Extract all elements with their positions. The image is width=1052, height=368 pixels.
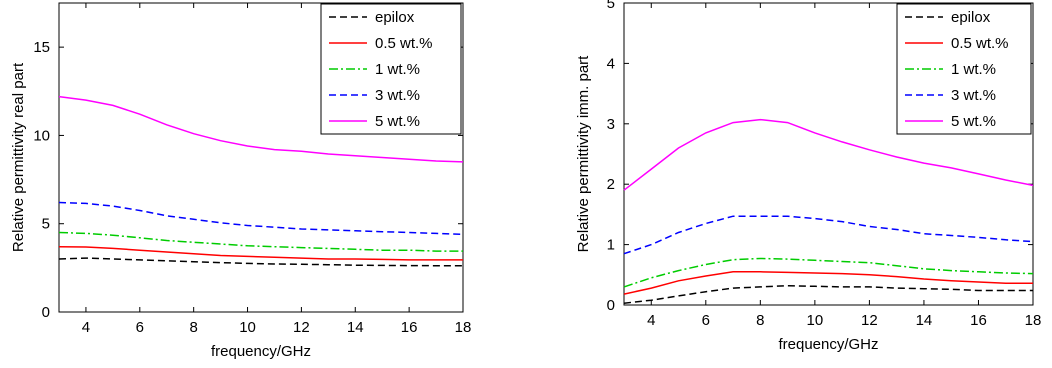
chart-1-y-tick-label: 2 <box>607 176 615 193</box>
chart-1-x-tick-label: 10 <box>807 312 824 329</box>
chart-1-y-axis-label: Relative permittivity imm. part <box>575 55 592 253</box>
chart-0-x-tick-label: 18 <box>455 319 472 336</box>
chart-0-x-tick-label: 6 <box>136 319 144 336</box>
chart-1-x-tick-label: 4 <box>647 312 655 329</box>
chart-1-legend-label-1: 0.5 wt.% <box>951 35 1009 52</box>
chart-1-x-tick-label: 14 <box>916 312 933 329</box>
chart-0-y-tick-label: 0 <box>42 304 50 321</box>
chart-0-legend-label-4: 5 wt.% <box>375 113 420 130</box>
chart-1-series-line-3 <box>623 215 1034 255</box>
chart-0-x-tick-label: 8 <box>189 319 197 336</box>
chart-0-y-tick-label: 15 <box>33 39 50 56</box>
chart-1-legend-box <box>896 3 1032 135</box>
chart-1-series-line-0 <box>623 284 1033 304</box>
chart-0-series-line-1 <box>58 245 463 261</box>
chart-1-x-tick-label: 18 <box>1025 312 1042 329</box>
chart-real-part: 4 6 8 10 12 14 16 18 0 5 10 15 frequency/GHz Relative… <box>10 2 472 360</box>
chart-0-legend-label-3: 3 wt.% <box>375 87 420 104</box>
chart-0-legend-box <box>320 3 462 135</box>
chart-1-series-line-4 <box>623 118 1034 191</box>
chart-1-legend-label-4: 5 wt.% <box>951 113 996 130</box>
chart-1-y-tick-label: 4 <box>607 55 615 72</box>
chart-1-legend-label-2: 1 wt.% <box>951 61 996 78</box>
chart-0-y-tick-label: 5 <box>42 216 50 233</box>
chart-0-series-line-4 <box>58 95 464 163</box>
chart-1-x-tick-label: 12 <box>861 312 878 329</box>
chart-1-series-line-1 <box>623 271 1033 295</box>
chart-0-legend-label-1: 0.5 wt.% <box>375 35 433 52</box>
chart-1-y-tick-label: 0 <box>607 297 615 314</box>
chart-1-x-tick-label: 6 <box>702 312 710 329</box>
chart-0-x-tick-label: 10 <box>239 319 256 336</box>
chart-0-x-tick-label: 14 <box>347 319 364 336</box>
chart-0-x-tick-label: 4 <box>82 319 90 336</box>
chart-1-y-tick-label: 1 <box>607 237 615 254</box>
chart-0-legend-label-0: epilox <box>375 9 415 26</box>
chart-1-y-tick-label: 3 <box>607 116 615 133</box>
chart-1-legend-label-0: epilox <box>951 9 991 26</box>
chart-1-x-tick-label: 16 <box>970 312 987 329</box>
chart-0-legend-label-2: 1 wt.% <box>375 61 420 78</box>
chart-0-x-tick-label: 16 <box>401 319 418 336</box>
chart-1-legend-label-3: 3 wt.% <box>951 87 996 104</box>
chart-imaginary-part: 4 6 8 10 12 14 16 18012345frequency/GHzRelative… <box>575 0 1041 353</box>
chart-0-x-axis-label: frequency/GHz <box>211 343 311 360</box>
chart-0-x-tick-label: 12 <box>293 319 310 336</box>
chart-0-y-tick-label: 10 <box>33 127 50 144</box>
chart-0-series-line-3 <box>58 201 464 236</box>
chart-0-y-axis-label: Relative permittivity real part <box>10 62 27 252</box>
chart-1-series-line-2 <box>623 257 1034 288</box>
chart-1-x-axis-label: frequency/GHz <box>778 336 878 353</box>
chart-1-y-tick-label: 5 <box>607 0 615 12</box>
chart-1-x-tick-label: 8 <box>756 312 764 329</box>
chart-0-series-line-0 <box>58 257 463 267</box>
